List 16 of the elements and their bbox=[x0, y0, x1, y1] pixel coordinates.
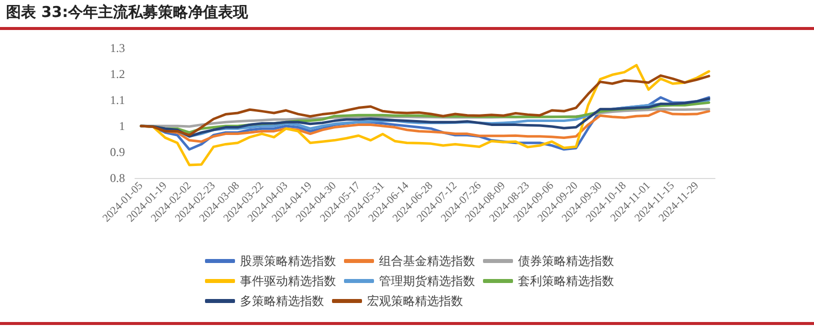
y-tick-label: 1.3 bbox=[110, 41, 125, 55]
line-series bbox=[140, 74, 710, 136]
legend-label: 组合基金精选指数 bbox=[379, 254, 475, 268]
legend-label: 套利策略精选指数 bbox=[518, 274, 614, 288]
y-tick-label: 0.9 bbox=[110, 145, 125, 159]
y-tick-label: 0.8 bbox=[110, 171, 125, 185]
legend-label: 事件驱动精选指数 bbox=[240, 274, 336, 288]
chart-title: 图表 33:今年主流私募策略净值表现 bbox=[6, 3, 248, 22]
y-tick-label: 1 bbox=[119, 119, 125, 133]
legend-label: 管理期货精选指数 bbox=[379, 274, 475, 288]
legend-label: 多策略精选指数 bbox=[240, 294, 324, 308]
legend-label: 宏观策略精选指数 bbox=[367, 294, 463, 308]
legend-label: 债券策略精选指数 bbox=[518, 254, 614, 268]
legend-label: 股票策略精选指数 bbox=[240, 254, 336, 268]
y-tick-label: 1.1 bbox=[110, 93, 125, 107]
y-tick-label: 1.2 bbox=[110, 67, 125, 81]
